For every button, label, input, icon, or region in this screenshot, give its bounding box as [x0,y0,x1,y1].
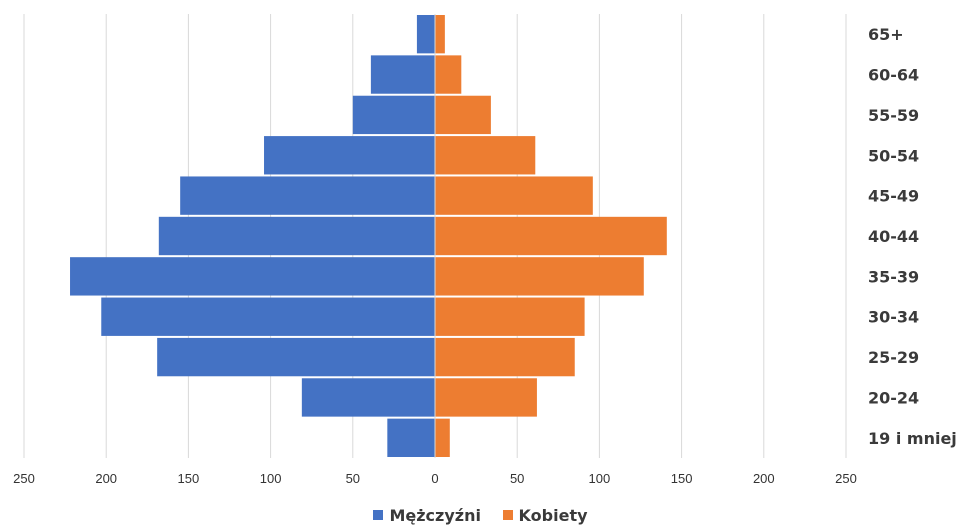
bar-women-60-64 [435,55,462,94]
category-label: 19 i mniej [868,429,957,448]
bars [70,15,667,457]
x-tick-label: 150 [671,471,693,486]
x-tick-labels: 250 200 150 100 50 0 50 100 150 200 250 [13,471,857,486]
x-tick-label: 150 [178,471,200,486]
bar-men-20-24 [301,378,435,417]
bar-men-55-59 [352,95,435,135]
legend-item-men: Mężczyźni [373,506,481,525]
bar-women-40-44 [435,216,667,256]
category-label: 40-44 [868,227,919,246]
bar-men-65plus [416,15,435,54]
bar-men-30-34 [101,297,435,336]
legend-label-women: Kobiety [518,506,588,525]
bar-women-50-54 [435,136,536,175]
x-tick-label: 250 [13,471,35,486]
x-tick-label: 250 [835,471,857,486]
category-label: 20-24 [868,388,919,407]
x-tick-label: 50 [510,471,524,486]
category-labels: 19 i mniej 20-24 25-29 30-34 35-39 40-44 45-49… [868,25,957,448]
bar-men-19-i-mniej [387,418,435,457]
bar-men-45-49 [180,176,435,215]
x-tick-label: 100 [589,471,611,486]
x-tick-label: 50 [346,471,360,486]
legend-swatch-men [373,510,384,520]
legend-label-men: Mężczyźni [389,506,481,525]
bar-men-25-29 [157,337,435,377]
bar-women-65plus [435,15,445,54]
bar-women-35-39 [435,257,644,296]
bar-men-35-39 [70,257,436,296]
category-label: 50-54 [868,146,919,165]
category-label: 30-34 [868,308,919,327]
x-tick-label: 200 [95,471,117,486]
bar-men-40-44 [158,216,436,256]
legend-item-women: Kobiety [502,506,588,525]
bar-women-19-i-mniej [435,418,450,457]
bar-men-60-64 [370,55,435,94]
category-label: 55-59 [868,106,919,125]
bar-women-20-24 [435,378,537,417]
bar-women-45-49 [435,176,593,215]
bar-women-55-59 [435,95,491,135]
category-label: 35-39 [868,267,919,286]
legend-swatch-women [502,510,513,520]
legend: Mężczyźni Kobiety [0,506,961,525]
x-tick-label: 0 [431,471,438,486]
category-label: 45-49 [868,187,919,206]
bar-men-50-54 [264,136,435,175]
x-tick-label: 200 [753,471,775,486]
bar-women-25-29 [435,337,575,377]
category-label: 60-64 [868,66,919,85]
x-tick-label: 100 [260,471,282,486]
category-label: 25-29 [868,348,919,367]
bar-women-30-34 [435,297,585,336]
category-label: 65+ [868,25,904,44]
